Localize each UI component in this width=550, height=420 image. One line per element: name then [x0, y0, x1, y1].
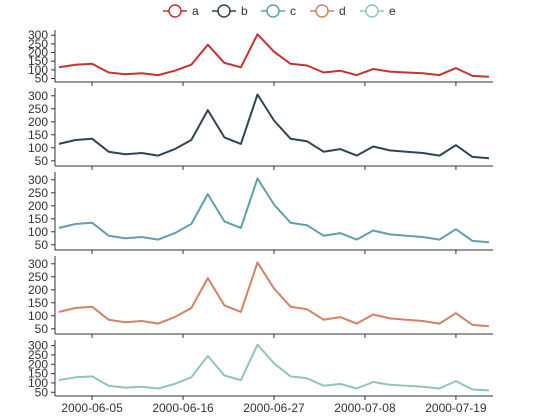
legend-label-b: b [241, 4, 248, 18]
y-tick-label-b-200: 200 [28, 115, 48, 129]
y-tick-label-b-250: 250 [28, 102, 48, 116]
y-tick-label-e-300: 300 [28, 339, 48, 353]
y-tick-label-d-250: 250 [28, 270, 48, 284]
y-tick-label-e-150: 150 [28, 367, 48, 381]
x-tick-label-2000-06-27: 2000-06-27 [243, 401, 305, 415]
y-tick-label-a-50: 50 [35, 72, 49, 86]
series-line-a [58, 33, 490, 78]
x-tick-label-2000-07-08: 2000-07-08 [334, 401, 396, 415]
y-tick-label-d-50: 50 [35, 322, 49, 336]
y-tick-label-a-200: 200 [28, 46, 48, 60]
y-tick-label-b-100: 100 [28, 141, 48, 155]
y-tick-label-d-300: 300 [28, 257, 48, 271]
y-tick-label-e-250: 250 [28, 348, 48, 362]
legend-item-c[interactable]: c [261, 4, 296, 18]
legend-marker-a [168, 4, 182, 18]
legend-marker-d [315, 4, 329, 18]
y-tick-label-c-150: 150 [28, 212, 48, 226]
y-tick-label-a-100: 100 [28, 63, 48, 77]
y-tick-label-b-150: 150 [28, 128, 48, 142]
y-tick-label-a-150: 150 [28, 54, 48, 68]
x-tick-label-2000-06-16: 2000-06-16 [152, 401, 214, 415]
series-line-e [58, 343, 490, 392]
series-line-d [58, 261, 490, 328]
legend-item-e[interactable]: e [360, 4, 396, 18]
y-tick-label-d-100: 100 [28, 309, 48, 323]
legend-marker-e [365, 4, 379, 18]
y-tick-label-e-200: 200 [28, 357, 48, 371]
y-tick-label-c-100: 100 [28, 225, 48, 239]
legend-item-b[interactable]: b [212, 4, 248, 18]
legend-label-c: c [290, 4, 296, 18]
y-tick-label-e-50: 50 [35, 385, 49, 399]
series-line-c [58, 177, 490, 244]
series-line-b [58, 93, 490, 160]
x-tick-label-2000-07-19: 2000-07-19 [425, 401, 487, 415]
x-tick-label-2000-06-05: 2000-06-05 [61, 401, 123, 415]
y-tick-label-b-300: 300 [28, 89, 48, 103]
y-tick-label-c-250: 250 [28, 186, 48, 200]
y-tick-label-c-300: 300 [28, 173, 48, 187]
y-tick-label-c-50: 50 [35, 238, 49, 252]
x-axis: 2000-06-05 2000-06-16 2000-06-27 2000-07-08… [61, 401, 487, 415]
y-tick-label-a-250: 250 [28, 37, 48, 51]
y-tick-label-e-100: 100 [28, 376, 48, 390]
y-tick-label-c-200: 200 [28, 199, 48, 213]
legend-item-d[interactable]: d [310, 4, 346, 18]
legend-marker-b [217, 4, 231, 18]
chart-legend[interactable]: a b c d e [163, 4, 396, 18]
legend-label-a: a [192, 4, 199, 18]
y-tick-label-a-300: 300 [28, 28, 48, 42]
legend-label-d: d [339, 4, 346, 18]
chart-panels: 5010015020025030050100150200250300501001… [28, 28, 493, 400]
y-tick-label-b-50: 50 [35, 154, 49, 168]
legend-label-e: e [389, 4, 396, 18]
legend-marker-c [266, 4, 280, 18]
legend-item-a[interactable]: a [163, 4, 199, 18]
y-tick-label-d-150: 150 [28, 296, 48, 310]
y-tick-label-d-200: 200 [28, 283, 48, 297]
